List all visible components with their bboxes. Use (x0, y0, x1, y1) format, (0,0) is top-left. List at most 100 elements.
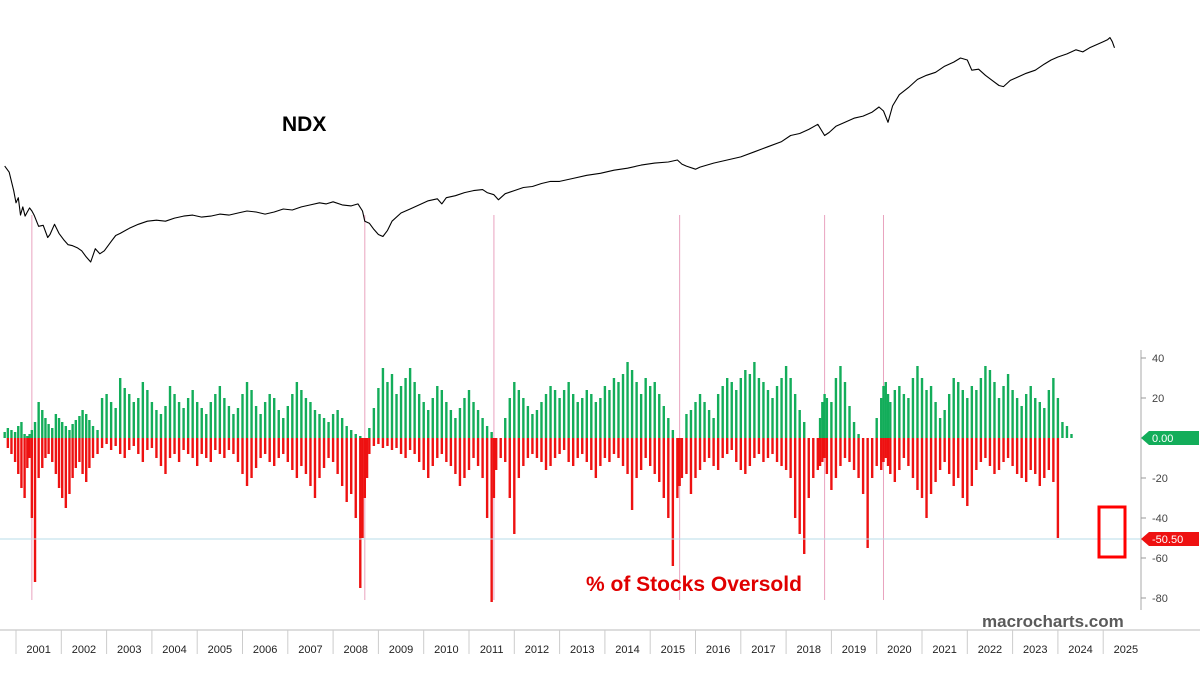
negative-bar (943, 438, 946, 462)
negative-bar (61, 438, 64, 498)
negative-bar (485, 438, 489, 518)
positive-bar (621, 374, 625, 438)
negative-bar (399, 438, 403, 454)
negative-bar (363, 438, 367, 498)
negative-bar (64, 438, 68, 508)
positive-bar (118, 378, 122, 438)
negative-bar (635, 438, 638, 478)
negative-bar (558, 438, 561, 454)
negative-bar (882, 438, 885, 462)
negative-bar (309, 438, 312, 486)
negative-bar (689, 438, 693, 494)
positive-bar (141, 382, 145, 438)
negative-bar (254, 438, 258, 468)
negative-bar (925, 438, 928, 518)
positive-bar (368, 428, 371, 438)
positive-bar (57, 418, 61, 438)
x-tick-label: 2009 (389, 644, 413, 656)
positive-bar (304, 398, 308, 438)
negative-bar (318, 438, 321, 478)
positive-bar (703, 402, 706, 438)
negative-bar (47, 438, 50, 454)
negative-bar (350, 438, 353, 494)
positive-bar (630, 370, 634, 438)
positive-bar (440, 390, 444, 438)
positive-bar (105, 394, 108, 438)
negative-bar (834, 438, 838, 478)
negative-bar (744, 438, 747, 474)
positive-bar (3, 432, 6, 438)
negative-bar (74, 438, 77, 468)
negative-bar (354, 438, 357, 518)
negative-bar (961, 438, 964, 498)
negative-bar (17, 438, 20, 474)
positive-bar (830, 402, 833, 438)
negative-bar (544, 438, 548, 470)
x-tick-label: 2007 (298, 644, 322, 656)
positive-bar (603, 386, 607, 438)
negative-bar (114, 438, 117, 446)
positive-bar (481, 418, 484, 438)
negative-bar (340, 438, 344, 486)
positive-bar (834, 378, 838, 438)
positive-bar (753, 362, 756, 438)
negative-bar (1011, 438, 1014, 466)
positive-bar (558, 398, 561, 438)
positive-bar (993, 382, 996, 438)
positive-bar (313, 410, 317, 438)
y-tick-label: -60 (1152, 553, 1168, 565)
positive-bar (576, 402, 579, 438)
positive-bar (762, 382, 765, 438)
positive-bar (13, 432, 17, 438)
negative-bar (712, 438, 715, 466)
negative-bar (1002, 438, 1005, 462)
positive-bar (1070, 434, 1073, 438)
positive-bar (159, 414, 163, 438)
value-tag-label: 0.00 (1152, 433, 1173, 445)
positive-bar (436, 386, 439, 438)
positive-bar (372, 408, 376, 438)
positive-bar (938, 418, 942, 438)
positive-bar (612, 378, 616, 438)
positive-bar (671, 430, 675, 438)
negative-bar (848, 438, 851, 462)
positive-bar (1011, 390, 1014, 438)
negative-bar (109, 438, 113, 450)
negative-bar (1020, 438, 1023, 478)
negative-bar (26, 438, 29, 468)
negative-bar (209, 438, 212, 462)
positive-bar (245, 382, 249, 438)
negative-bar (361, 438, 364, 538)
negative-bar (798, 438, 801, 534)
negative-bar (368, 438, 371, 454)
positive-bar (128, 394, 131, 438)
positive-bar (513, 382, 516, 438)
negative-bar (1047, 438, 1051, 470)
negative-bar (372, 438, 376, 446)
positive-bar (526, 406, 530, 438)
negative-bar (118, 438, 122, 454)
positive-bar (30, 430, 34, 438)
positive-bar (707, 410, 711, 438)
positive-bar (322, 418, 326, 438)
negative-bar (571, 438, 575, 466)
negative-bar (911, 438, 915, 478)
positive-bar (1043, 408, 1046, 438)
negative-bar (395, 438, 398, 448)
positive-bar (925, 390, 928, 438)
negative-bar (182, 438, 185, 450)
positive-bar (825, 398, 829, 438)
negative-bar (662, 438, 665, 498)
negative-bar (327, 438, 330, 458)
positive-bar (585, 390, 588, 438)
negative-bar (920, 438, 924, 498)
negative-bar (150, 438, 154, 448)
positive-bar (735, 390, 738, 438)
positive-bar (798, 410, 801, 438)
positive-bar (821, 402, 824, 438)
negative-bar (232, 438, 235, 454)
oversold-bars (3, 362, 1073, 602)
positive-bar (88, 420, 91, 438)
negative-bar (132, 438, 135, 446)
negative-bar (889, 438, 892, 474)
